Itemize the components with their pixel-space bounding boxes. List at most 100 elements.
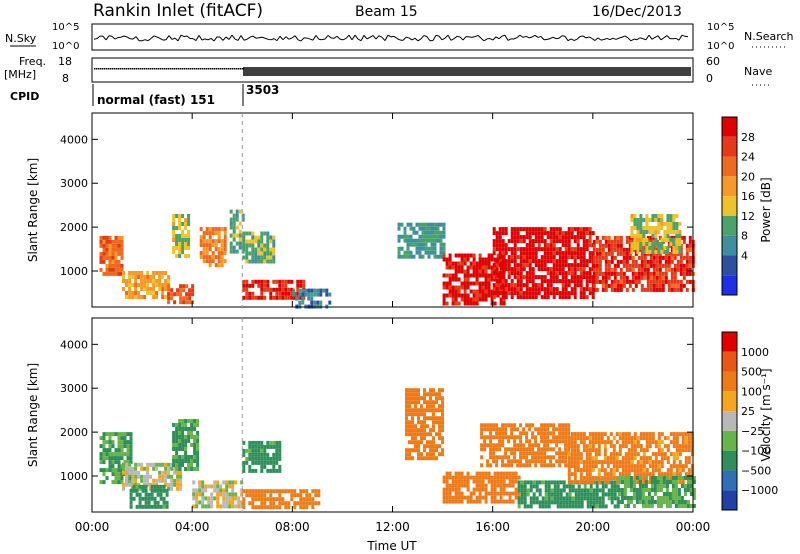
data-cell [633, 448, 637, 453]
data-cell [448, 483, 452, 488]
data-cell [417, 452, 420, 457]
freq-point [202, 68, 204, 70]
data-cell [507, 455, 511, 460]
data-cell [665, 484, 669, 488]
data-cell [610, 239, 614, 244]
nsky-segment [222, 36, 227, 41]
data-cell [585, 456, 589, 461]
data-cell [165, 488, 169, 493]
nsky-segment [288, 37, 293, 40]
data-cell [686, 500, 690, 504]
data-cell [486, 463, 490, 468]
data-cell [260, 505, 264, 510]
data-cell [507, 463, 511, 468]
data-cell [499, 301, 503, 306]
data-cell [612, 452, 616, 457]
data-cell [601, 255, 605, 260]
data-cell [668, 504, 672, 508]
data-cell [451, 487, 455, 492]
data-cell [651, 218, 655, 222]
nsky-segment [144, 39, 149, 42]
data-cell [507, 447, 511, 452]
data-cell [546, 287, 550, 292]
data-cell [595, 287, 599, 292]
data-cell [571, 500, 575, 505]
data-cell [216, 484, 220, 489]
data-cell [516, 463, 520, 468]
data-cell [411, 412, 414, 417]
data-cell [114, 476, 118, 481]
data-cell [570, 267, 574, 272]
data-cell [208, 243, 212, 248]
data-cell [688, 239, 692, 244]
nsky-segment [585, 36, 590, 39]
data-cell [469, 475, 473, 480]
nsky-segment [441, 37, 446, 41]
nsky-segment [165, 35, 170, 41]
data-cell [677, 476, 681, 480]
data-cell [225, 500, 229, 505]
data-cell [114, 255, 118, 260]
data-cell [178, 443, 182, 447]
data-cell [561, 235, 565, 240]
data-cell [484, 273, 488, 278]
data-cell [439, 230, 443, 235]
data-cell [120, 456, 124, 461]
data-cell [610, 492, 614, 497]
data-cell [478, 297, 482, 302]
data-cell [640, 287, 644, 292]
data-cell [260, 444, 264, 449]
data-cell [618, 452, 622, 457]
data-cell [679, 287, 683, 292]
power-colorbar-label: Power [dB] [759, 177, 773, 242]
data-cell [269, 259, 273, 264]
data-cell [293, 493, 297, 498]
nsky-segment [513, 37, 518, 40]
data-cell [432, 404, 435, 409]
nsky-segment [645, 34, 650, 41]
data-cell [543, 451, 547, 456]
data-cell [418, 250, 422, 255]
data-cell [645, 444, 649, 449]
data-cell [155, 291, 159, 295]
data-cell [114, 267, 118, 272]
data-cell [582, 460, 586, 465]
data-cell [528, 271, 532, 276]
nsky-segment [531, 34, 536, 38]
nsky-segment [204, 38, 209, 41]
data-cell [469, 253, 473, 258]
data-cell [254, 497, 258, 502]
data-cell [251, 255, 255, 260]
data-cell [625, 259, 629, 264]
data-cell [205, 227, 209, 232]
data-cell [190, 427, 194, 431]
data-cell [622, 251, 626, 256]
data-cell [128, 482, 132, 487]
data-cell [619, 279, 623, 284]
data-cell [639, 242, 643, 246]
data-cell [102, 440, 106, 445]
data-cell [665, 496, 669, 500]
data-cell [604, 492, 608, 497]
data-cell [656, 480, 660, 484]
data-cell [481, 281, 485, 286]
data-cell [684, 456, 688, 461]
data-cell [415, 230, 419, 235]
data-cell [610, 488, 614, 493]
data-cell [266, 444, 270, 449]
data-cell [504, 267, 508, 272]
data-cell [260, 456, 264, 461]
data-cell [687, 436, 691, 441]
nsky-segment [501, 34, 506, 37]
data-cell [507, 259, 511, 264]
data-cell [673, 271, 677, 276]
data-cell [493, 265, 497, 270]
data-cell [591, 440, 595, 445]
data-cell [679, 263, 683, 268]
data-cell [639, 246, 643, 250]
data-cell [635, 492, 639, 496]
data-cell [187, 431, 191, 435]
data-cell [311, 497, 315, 502]
nsky-segment [381, 37, 386, 41]
